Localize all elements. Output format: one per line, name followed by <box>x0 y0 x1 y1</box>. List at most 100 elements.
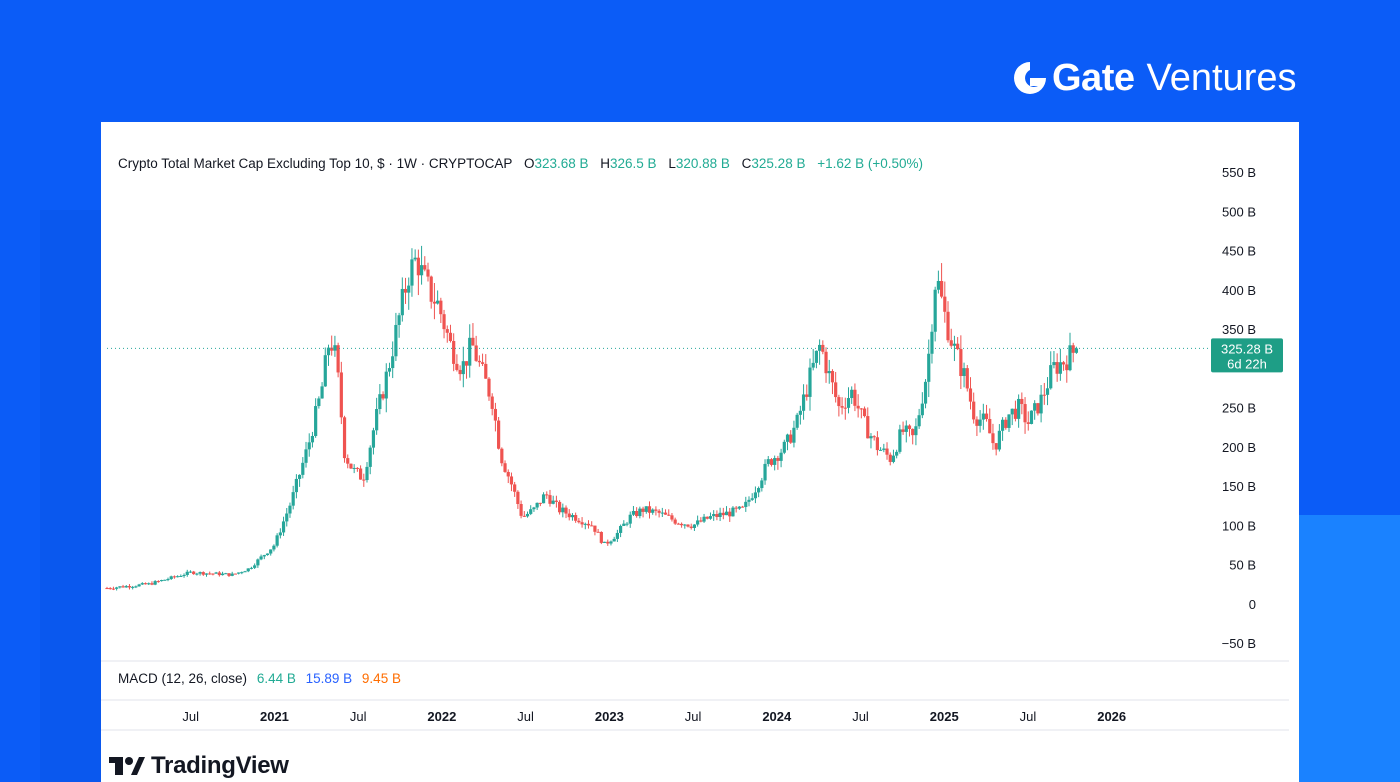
candle-up <box>750 498 754 500</box>
x-tick-label: Jul <box>852 709 869 724</box>
candle-up <box>631 510 636 515</box>
tradingview-logo-icon <box>109 757 145 775</box>
candle-up <box>532 507 536 510</box>
candle-down <box>834 382 838 398</box>
candle-up <box>301 462 305 475</box>
candle-down <box>548 495 552 504</box>
candle-up <box>365 466 369 481</box>
candle-up <box>323 355 327 387</box>
candle-up <box>811 362 815 368</box>
candle-down <box>1023 404 1027 423</box>
candle-down <box>654 509 658 511</box>
macd-value: 6.44 B <box>256 671 296 686</box>
candle-up <box>1029 410 1034 424</box>
y-tick-label: 50 B <box>1229 558 1256 573</box>
candle-down <box>208 573 212 575</box>
candle-up <box>237 572 241 574</box>
candle-down <box>554 500 558 502</box>
candle-up <box>628 514 632 524</box>
candle-down <box>769 459 774 465</box>
candle-up <box>115 587 119 589</box>
candle-down <box>1071 345 1075 353</box>
candle-down <box>959 349 963 377</box>
candle-down <box>991 433 995 444</box>
candle-up <box>220 573 225 576</box>
candle-up <box>185 571 189 575</box>
candle-down <box>497 420 501 449</box>
candle-down <box>1020 398 1024 405</box>
x-tick-label: Jul <box>350 709 367 724</box>
candle-down <box>480 362 485 364</box>
candle-down <box>567 513 571 518</box>
candle-down <box>355 467 359 469</box>
y-tick-label: 550 B <box>1222 165 1256 180</box>
candle-down <box>416 257 420 276</box>
candle-up <box>818 344 822 351</box>
candle-down <box>471 337 475 346</box>
candle-up <box>137 584 141 587</box>
price-chart[interactable]: 550 B 500 B 450 B 400 B 350 B 250 B 200 B 150 B… <box>101 122 1299 782</box>
candle-down <box>988 419 992 434</box>
candle-down <box>972 401 976 420</box>
candle-up <box>660 512 664 514</box>
candle-down <box>943 296 947 312</box>
candle-down <box>574 515 578 521</box>
candle-down <box>776 458 780 461</box>
candle-up <box>801 394 806 411</box>
candle-up <box>850 389 854 399</box>
candle-down <box>1042 394 1046 396</box>
candle-up <box>814 350 819 363</box>
candle-down <box>734 507 738 509</box>
candle-down <box>862 408 867 417</box>
candle-down <box>500 448 504 464</box>
candle-up <box>159 580 164 582</box>
candle-up <box>981 413 985 420</box>
candle-up <box>265 553 270 556</box>
y-tick-label: −50 B <box>1222 636 1256 651</box>
legend-low-value: 320.88 B <box>675 156 730 171</box>
candle-up <box>753 492 758 499</box>
x-tick-label: 2026 <box>1097 709 1126 724</box>
macd-label: MACD (12, 26, close) <box>118 671 248 686</box>
candle-up <box>387 368 392 372</box>
candle-up <box>407 285 411 293</box>
legend-open-label: O <box>523 156 535 171</box>
candle-down <box>439 300 443 315</box>
candle-up <box>394 324 398 357</box>
candle-down <box>233 573 237 575</box>
legend-close-label: C <box>741 156 752 171</box>
candle-down <box>949 340 953 346</box>
candle-down <box>121 586 125 588</box>
tradingview-logo: TradingView <box>109 752 289 780</box>
candle-up <box>1017 398 1021 419</box>
candle-up <box>795 414 799 428</box>
candle-up <box>391 356 395 369</box>
candle-up <box>529 509 533 514</box>
candle-down <box>670 515 674 520</box>
candle-up <box>317 398 321 407</box>
candle-down <box>538 502 542 504</box>
candle-up <box>535 502 539 508</box>
candle-up <box>436 300 440 304</box>
candle-up <box>882 448 886 450</box>
candle-up <box>461 361 465 375</box>
x-tick-label: 2021 <box>260 709 289 724</box>
candle-up <box>936 280 940 290</box>
candle-up <box>176 576 180 578</box>
candle-down <box>599 532 603 543</box>
candle-down <box>705 516 709 519</box>
chart-legend: Crypto Total Market Cap Excluding Top 10… <box>118 156 923 171</box>
x-tick-label: Jul <box>182 709 199 724</box>
candle-down <box>423 265 427 270</box>
candle-up <box>468 337 472 366</box>
candle-down <box>872 436 876 438</box>
candle-down <box>432 301 437 304</box>
candle-down <box>939 280 944 297</box>
legend-high-value: 326.5 B <box>610 156 657 171</box>
candle-down <box>859 408 863 410</box>
candle-up <box>288 505 292 514</box>
candle-up <box>124 586 128 588</box>
candle-down <box>840 406 844 408</box>
candle-down <box>635 510 639 517</box>
candle-up <box>320 386 324 399</box>
